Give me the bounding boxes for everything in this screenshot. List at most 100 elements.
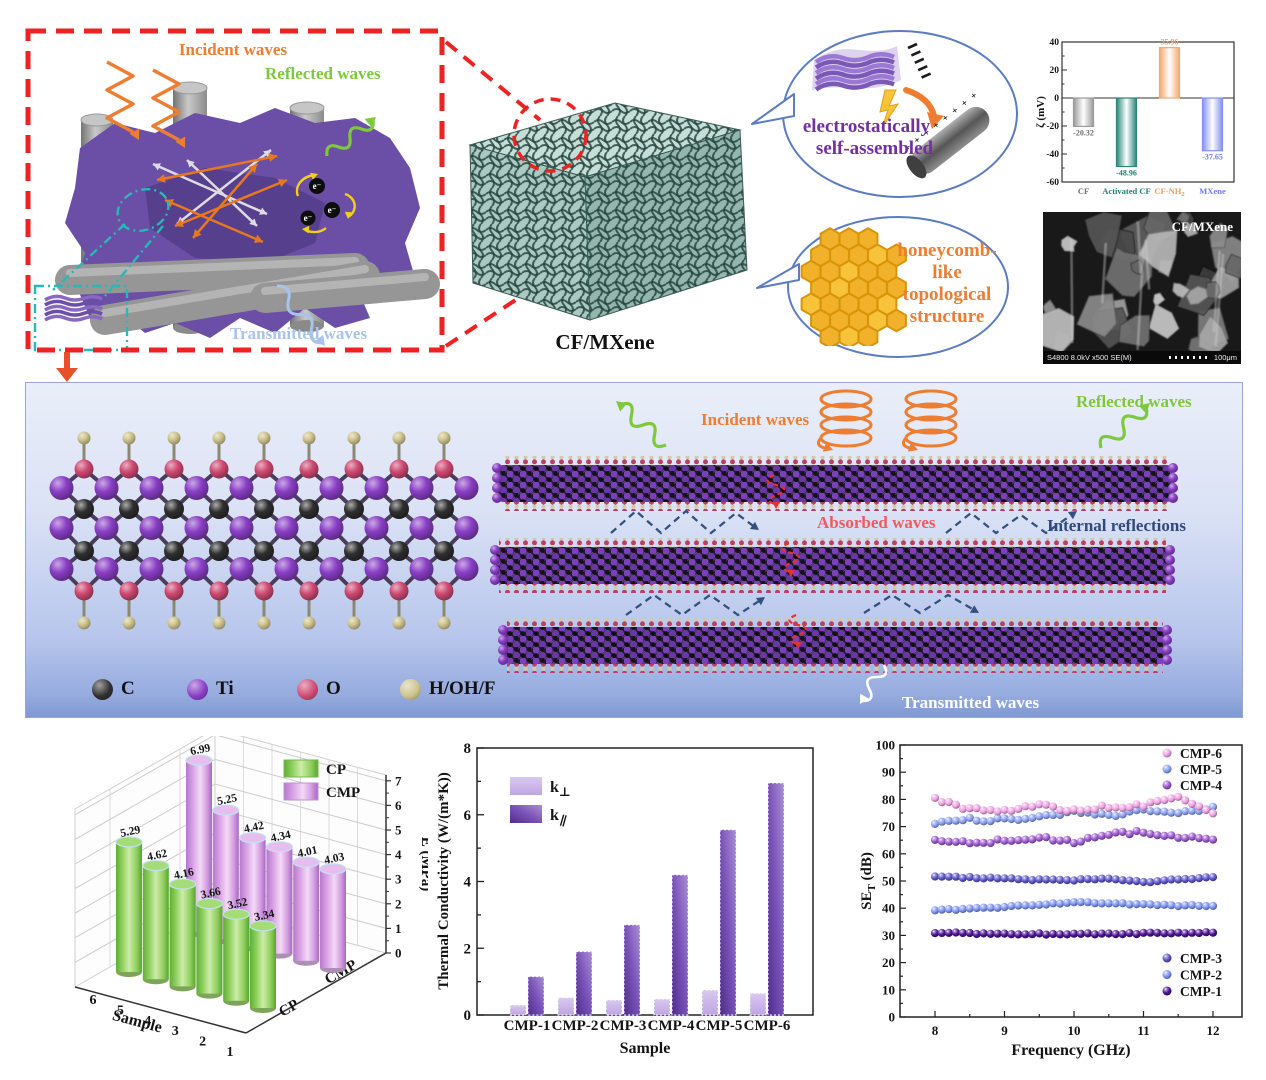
- svg-text:ζ (mV): ζ (mV): [1036, 96, 1047, 128]
- svg-text:11: 11: [1137, 1023, 1149, 1038]
- electrostatic-text-line2: self-assembled: [815, 138, 934, 159]
- scatter-series-CMP-6: [930, 792, 1218, 818]
- internal-reflections-label: Internal reflections: [1047, 516, 1186, 535]
- atom-color-icon: [400, 678, 421, 700]
- zeta-potential-plot: -60 -40 -20 0 20 40 -20.32 CF -48.96 Activated CF…: [1036, 38, 1235, 198]
- svg-text:Activated CF: Activated CF: [1102, 186, 1150, 196]
- atom-legend-item: Ti: [187, 678, 234, 700]
- svg-text:5: 5: [117, 1003, 124, 1018]
- svg-text:CMP-3: CMP-3: [1180, 951, 1222, 966]
- scatter-series-CMP-4: [930, 826, 1218, 848]
- svg-text:Frequency (GHz): Frequency (GHz): [1011, 1042, 1130, 1059]
- svg-text:+: +: [912, 134, 924, 146]
- svg-text:80: 80: [882, 792, 895, 807]
- svg-text:0: 0: [889, 1010, 896, 1025]
- honeycomb-text-line1: honeycomb-: [897, 240, 997, 261]
- sem-sample-label: CF/MXene: [1171, 219, 1233, 234]
- red-dashed-connector-lines: [444, 40, 542, 348]
- bubble-tail-icon: [756, 263, 800, 289]
- svg-text:CP: CP: [326, 762, 346, 778]
- incident-waves-label: Incident waves: [701, 410, 810, 429]
- atom-legend-item: H/OH/F: [400, 678, 496, 700]
- svg-text:+: +: [969, 90, 981, 102]
- svg-text:Sample: Sample: [620, 1040, 671, 1057]
- svg-text:+: +: [940, 112, 952, 124]
- svg-text:CP: CP: [276, 997, 301, 1021]
- svg-text:0: 0: [395, 946, 402, 961]
- sem-micrograph-texture: [1043, 212, 1241, 364]
- honeycomb-illustration: [800, 227, 907, 346]
- atom-legend-label: C: [121, 678, 135, 699]
- svg-text:20: 20: [882, 955, 895, 970]
- atom-color-icon: [92, 678, 113, 700]
- svg-text:CMP-2: CMP-2: [552, 1018, 599, 1034]
- svg-text:0: 0: [1054, 94, 1059, 104]
- atom-color-icon: [297, 678, 318, 700]
- svg-text:3: 3: [172, 1024, 179, 1039]
- incident-waves-label: Incident waves: [178, 40, 288, 59]
- svg-text:10: 10: [1068, 1023, 1081, 1038]
- svg-text:100: 100: [876, 738, 896, 753]
- zeta-bars: [1072, 47, 1224, 168]
- svg-text:k⊥: k⊥: [550, 779, 571, 799]
- svg-text:e⁻: e⁻: [304, 213, 313, 223]
- svg-text:CMP-1: CMP-1: [1180, 984, 1222, 999]
- electrostatic-bubble: + + + + + + + + electrostatically self-assemble…: [782, 30, 1018, 198]
- svg-text:5.29: 5.29: [119, 824, 141, 840]
- svg-text:70: 70: [882, 819, 895, 834]
- svg-text:MXene: MXene: [1199, 186, 1226, 196]
- svg-text:CMP-3: CMP-3: [600, 1018, 647, 1034]
- svg-text:+: +: [921, 127, 933, 139]
- scatter-series-CMP-2: [930, 898, 1218, 915]
- svg-text:-37.65: -37.65: [1202, 153, 1223, 162]
- svg-text:-60: -60: [1046, 178, 1059, 188]
- atom-legend-item: O: [297, 678, 341, 700]
- sem-info-bar: S4800 8.0kV x500 SE(M) 100μm: [1043, 351, 1241, 364]
- sem-image: CF/MXene S4800 8.0kV x500 SE(M) 100μm: [1043, 212, 1241, 364]
- svg-text:3: 3: [395, 872, 402, 887]
- svg-text:4.34: 4.34: [270, 829, 292, 845]
- self-assembly-illustration: ++++++++: [812, 42, 990, 179]
- svg-text:Thermal Conductivity (W/(m*K)): Thermal Conductivity (W/(m*K)): [436, 772, 452, 989]
- scatter-series-CMP-1: [930, 928, 1218, 939]
- svg-text:6.99: 6.99: [189, 742, 211, 758]
- svg-text:CF: CF: [1078, 186, 1089, 196]
- scale-value: 100μm: [1213, 353, 1237, 362]
- absorbed-waves-label: Absorbed waves: [817, 513, 936, 532]
- svg-text:+: +: [959, 97, 971, 109]
- svg-text:4.03: 4.03: [323, 851, 345, 867]
- cf-mxene-cube-panel: [450, 80, 760, 345]
- svg-text:e⁻: e⁻: [313, 181, 322, 191]
- svg-text:CMP-1: CMP-1: [504, 1018, 551, 1034]
- svg-text:CMP-2: CMP-2: [1180, 968, 1222, 983]
- svg-text:0: 0: [464, 1008, 472, 1024]
- svg-text:E (MPa): E (MPa): [418, 837, 428, 892]
- bubble-tail-icon: [751, 93, 795, 125]
- svg-text:5.25: 5.25: [216, 792, 238, 808]
- svg-text:7: 7: [395, 773, 402, 788]
- transmitted-waves-label: Transmitted waves: [902, 693, 1040, 712]
- svg-text:e⁻: e⁻: [328, 205, 337, 215]
- svg-text:3.66: 3.66: [200, 886, 222, 902]
- svg-text:3.34: 3.34: [253, 908, 275, 924]
- svg-text:50: 50: [882, 874, 895, 889]
- scatter-series-CMP-3: [930, 872, 1218, 887]
- down-arrow-icon: [56, 352, 78, 382]
- svg-text:+: +: [931, 120, 943, 132]
- svg-text:SET (dB): SET (dB): [859, 852, 878, 910]
- sem-meta-text: S4800 8.0kV x500 SE(M): [1047, 353, 1132, 362]
- svg-text:6: 6: [395, 798, 402, 813]
- atom-color-icon: [187, 678, 208, 700]
- cube-caption: CF/MXene: [555, 330, 655, 354]
- reflected-waves-label: Reflected waves: [265, 64, 381, 83]
- svg-text:40: 40: [882, 901, 895, 916]
- svg-text:4: 4: [144, 1014, 151, 1029]
- thermal-conductivity-chart: 0 2 4 6 8 CMP-1 CMP-2 CMP-3 CMP-4 CMP-5 CMP-6 Sampl…: [436, 741, 814, 1057]
- mxene-layers-illustration: [49, 389, 1178, 704]
- svg-text:90: 90: [882, 765, 895, 780]
- svg-text:4.42: 4.42: [243, 820, 265, 836]
- zeta-potential-chart: -60 -40 -20 0 20 40 -20.32 CF -48.96 Activated CF…: [1036, 28, 1266, 212]
- honeycomb-text-line3: topological: [902, 284, 992, 305]
- honeycomb-bubble: honeycomb- like topological structure: [787, 216, 1009, 358]
